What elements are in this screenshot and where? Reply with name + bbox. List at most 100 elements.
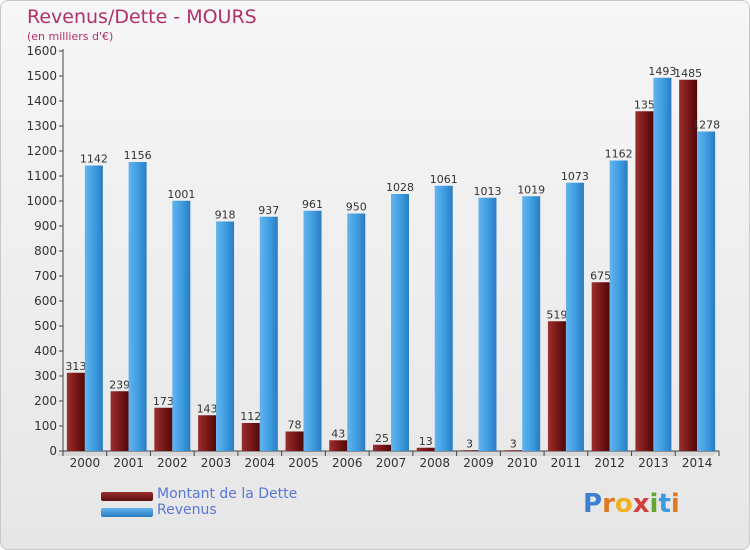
- y-tick-label: 1300: [26, 119, 57, 133]
- x-tick-label: 2014: [682, 456, 713, 470]
- y-tick-label: 1600: [26, 44, 57, 58]
- bar-revenus: [347, 213, 366, 451]
- y-tick-label: 1200: [26, 144, 57, 158]
- y-tick-label: 1100: [26, 169, 57, 183]
- legend-label-revenus: Revenus: [157, 502, 217, 518]
- x-tick-label: 2013: [638, 456, 669, 470]
- data-label-debt: 143: [197, 402, 218, 415]
- data-label-debt: 1485: [674, 67, 702, 80]
- bar-debt: [66, 372, 85, 451]
- y-tick-label: 800: [34, 244, 57, 258]
- bar-debt: [154, 407, 173, 451]
- data-label-revenus: 1028: [386, 181, 414, 194]
- data-label-debt: 313: [65, 360, 86, 373]
- data-label-revenus: 961: [302, 198, 323, 211]
- bar-debt: [679, 79, 698, 451]
- data-label-revenus: 1013: [473, 185, 501, 198]
- logo-letter: i: [670, 489, 680, 519]
- y-tick-label: 1000: [26, 194, 57, 208]
- legend-swatch-debt: [101, 492, 153, 501]
- logo-letter: i: [649, 489, 659, 519]
- legend-label-debt: Montant de la Dette: [157, 486, 298, 502]
- x-tick-label: 2012: [594, 456, 625, 470]
- x-tick-label: 2008: [419, 456, 450, 470]
- data-label-debt: 173: [153, 395, 174, 408]
- bar-revenus: [697, 131, 716, 451]
- x-tick-label: 2000: [70, 456, 101, 470]
- bar-debt: [416, 447, 435, 451]
- proxiti-logo: Proxiti: [583, 489, 680, 519]
- x-tick-label: 2010: [507, 456, 538, 470]
- bar-debt: [110, 391, 129, 451]
- bar-revenus: [259, 216, 278, 451]
- data-label-revenus: 1142: [80, 153, 108, 166]
- bar-debt: [329, 440, 348, 451]
- data-label-debt: 3: [510, 437, 517, 450]
- y-tick-label: 900: [34, 219, 57, 233]
- y-tick-label: 700: [34, 269, 57, 283]
- data-label-debt: 78: [288, 419, 302, 432]
- y-tick-label: 0: [49, 444, 57, 458]
- y-tick-label: 200: [34, 394, 57, 408]
- bar-revenus: [303, 210, 322, 451]
- bar-revenus: [434, 185, 453, 451]
- x-tick-label: 2005: [288, 456, 319, 470]
- y-tick-label: 500: [34, 319, 57, 333]
- logo-letter: r: [602, 489, 615, 519]
- bar-debt: [373, 444, 391, 451]
- data-label-revenus: 1278: [692, 119, 720, 132]
- data-label-debt: 135: [634, 98, 655, 111]
- legend-swatch-revenus: [101, 508, 153, 517]
- data-label-debt: 3: [466, 437, 473, 450]
- data-label-debt: 519: [546, 308, 567, 321]
- x-tick-label: 2006: [332, 456, 363, 470]
- bar-revenus: [391, 194, 409, 451]
- y-tick-label: 1400: [26, 94, 57, 108]
- data-label-revenus: 1156: [124, 149, 152, 162]
- bar-debt: [285, 431, 304, 451]
- logo-letter: x: [632, 489, 650, 519]
- x-tick-label: 2003: [201, 456, 232, 470]
- x-tick-label: 2007: [376, 456, 407, 470]
- chart-title: Revenus/Dette - MOURS: [27, 6, 257, 28]
- plot-floor: [57, 451, 719, 456]
- bar-revenus: [172, 200, 191, 451]
- data-label-revenus: 1019: [517, 183, 545, 196]
- data-label-revenus: 950: [346, 201, 367, 214]
- y-tick-label: 1500: [26, 69, 57, 83]
- y-tick-label: 100: [34, 419, 57, 433]
- bar-revenus: [565, 182, 584, 451]
- bar-revenus: [522, 196, 541, 451]
- bar-revenus: [653, 77, 672, 451]
- data-label-debt: 239: [109, 378, 130, 391]
- data-label-revenus: 937: [258, 204, 279, 217]
- data-label-revenus: 1073: [561, 170, 589, 183]
- data-label-revenus: 918: [215, 209, 236, 222]
- data-label-debt: 25: [375, 432, 389, 445]
- data-label-debt: 112: [240, 410, 261, 423]
- bar-debt: [460, 450, 479, 451]
- bar-revenus: [128, 162, 147, 451]
- chart-subtitle: (en milliers d'€): [27, 30, 114, 43]
- bar-revenus: [609, 160, 628, 451]
- data-label-revenus: 1061: [430, 173, 458, 186]
- bar-debt: [635, 111, 654, 451]
- x-tick-label: 2009: [463, 456, 494, 470]
- bar-debt: [547, 321, 566, 451]
- x-tick-label: 2011: [551, 456, 582, 470]
- bar-debt: [504, 450, 523, 451]
- logo-letter: P: [583, 489, 603, 519]
- data-label-revenus: 1162: [605, 148, 633, 161]
- bar-debt: [198, 415, 217, 451]
- y-tick-label: 300: [34, 369, 57, 383]
- data-label-revenus: 1001: [167, 188, 195, 201]
- data-label-debt: 675: [590, 269, 611, 282]
- bar-debt: [591, 282, 610, 451]
- bar-debt: [241, 423, 260, 451]
- y-tick-label: 600: [34, 294, 57, 308]
- x-tick-label: 2001: [113, 456, 144, 470]
- data-label-debt: 13: [419, 435, 433, 448]
- x-tick-label: 2004: [245, 456, 276, 470]
